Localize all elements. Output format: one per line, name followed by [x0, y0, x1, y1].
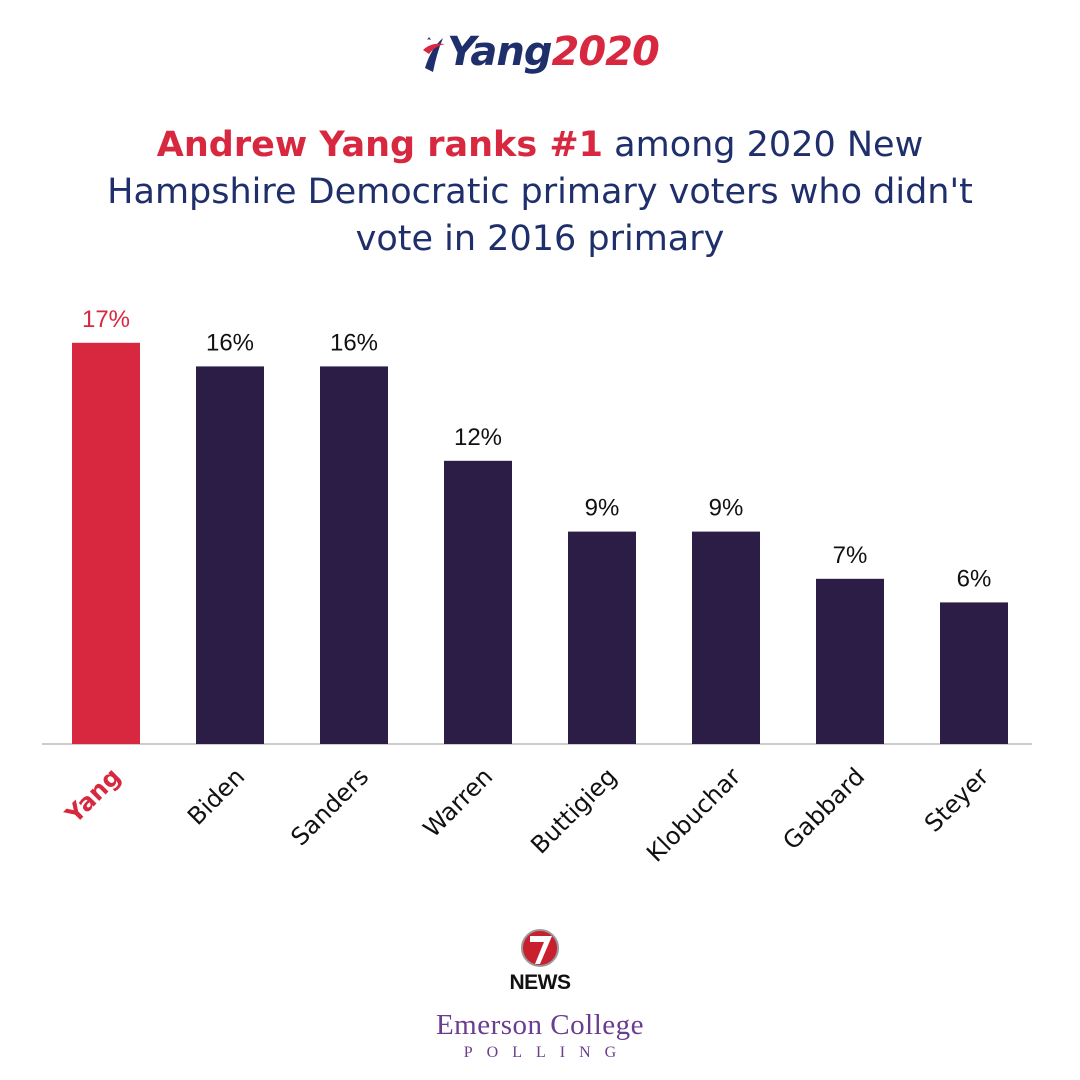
- flag-swoosh-icon: [423, 37, 446, 72]
- campaign-logo: Yang2020: [0, 28, 1080, 76]
- bar-sanders: [320, 366, 388, 744]
- org-subtitle: POLLING: [463, 1044, 631, 1061]
- value-label: 16%: [206, 329, 254, 356]
- org-name: Emerson College: [435, 1009, 645, 1041]
- logo-name: Yang: [447, 29, 552, 75]
- value-label: 17%: [82, 306, 130, 333]
- value-label: 6%: [957, 565, 992, 592]
- category-label: Klobuchar: [641, 762, 746, 867]
- headline-highlight: Andrew Yang ranks #1: [156, 125, 604, 165]
- news-label: NEWS: [509, 971, 572, 994]
- bar-yang: [72, 342, 140, 744]
- 7-news-logo-icon: [521, 929, 559, 967]
- headline-rest: among 2020 New Hampshire Democratic prim…: [107, 125, 973, 259]
- category-label: Warren: [418, 762, 498, 842]
- bar-biden: [196, 366, 264, 744]
- category-label: Gabbard: [777, 762, 870, 855]
- bar-buttigieg: [568, 531, 636, 744]
- value-label: 16%: [330, 329, 378, 356]
- value-label: 12%: [454, 424, 502, 451]
- headline: Andrew Yang ranks #1 among 2020 New Hamp…: [90, 122, 990, 263]
- bar-klobuchar: [692, 531, 760, 744]
- category-label: Sanders: [285, 762, 374, 851]
- bar-steyer: [940, 602, 1008, 744]
- bar-warren: [444, 460, 512, 744]
- footer: NEWS Emerson College POLLING: [0, 928, 1080, 1062]
- category-label: Steyer: [919, 762, 994, 837]
- value-label: 9%: [709, 495, 744, 522]
- logo-year: 2020: [551, 29, 660, 75]
- category-label: Buttigieg: [525, 762, 622, 859]
- value-label: 7%: [833, 542, 868, 569]
- category-label: Yang: [59, 762, 126, 829]
- value-label: 9%: [585, 495, 620, 522]
- bar-gabbard: [816, 578, 884, 744]
- category-label: Biden: [182, 762, 250, 830]
